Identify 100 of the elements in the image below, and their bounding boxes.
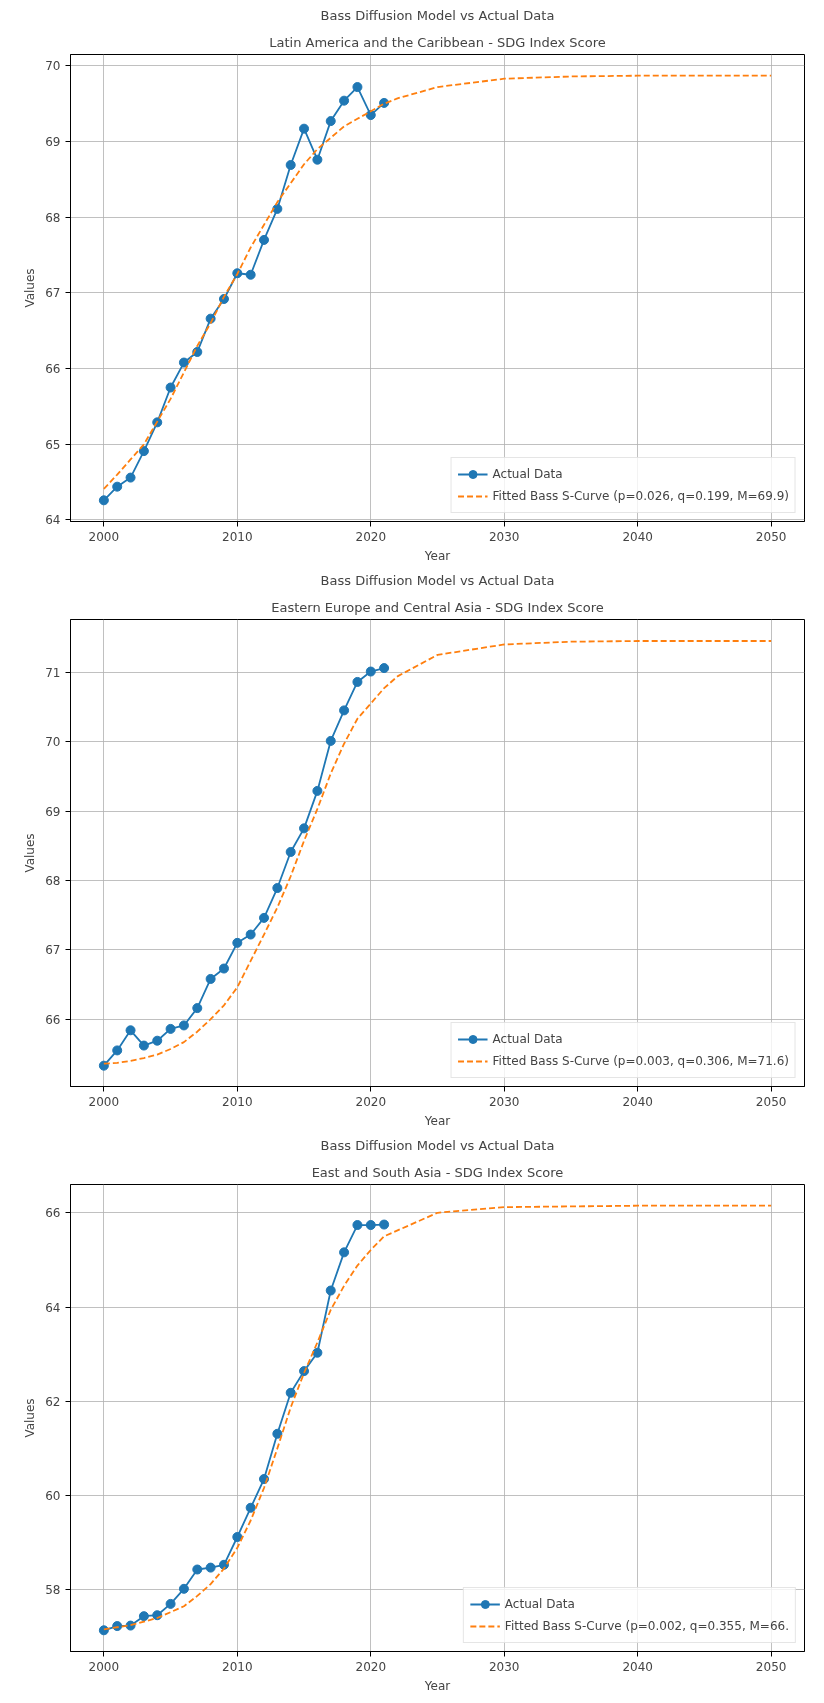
y-tick-label: 65	[45, 437, 61, 452]
point	[259, 912, 270, 923]
point	[125, 472, 136, 483]
y-tick-label: 70	[45, 735, 61, 750]
point	[379, 1219, 390, 1230]
x-tick-label: 2030	[488, 529, 520, 544]
chart-subtitle: East and South Asia - SDG Index Score	[311, 1164, 564, 1180]
point	[339, 705, 350, 716]
point	[152, 1035, 163, 1046]
point	[272, 883, 283, 894]
point	[138, 1040, 149, 1051]
point	[312, 1347, 323, 1358]
x-axis-title: Year	[423, 1113, 451, 1128]
legend-label: Fitted Bass S-Curve (p=0.026, q=0.199, M=69.9)	[492, 489, 789, 503]
legend-label: Fitted Bass S-Curve (p=0.002, q=0.355, M=66.	[504, 1619, 789, 1633]
legend-label: Actual Data	[492, 1032, 563, 1046]
point	[178, 1020, 189, 1031]
legend-label: Fitted Bass S-Curve (p=0.003, q=0.306, M=71.6)	[492, 1054, 789, 1068]
point	[285, 846, 296, 857]
x-tick-label: 2030	[488, 1659, 520, 1674]
y-tick-label: 68	[45, 210, 61, 225]
point	[165, 1023, 176, 1034]
point	[98, 495, 109, 506]
x-tick-label: 2010	[222, 1659, 253, 1674]
point	[285, 160, 296, 170]
y-tick-label: 71	[45, 665, 61, 680]
point	[325, 1285, 336, 1296]
point	[352, 1220, 363, 1231]
point	[178, 1583, 189, 1594]
y-tick-label: 62	[45, 1394, 61, 1409]
x-tick-label: 2050	[755, 1659, 787, 1674]
y-tick-label: 69	[45, 135, 61, 150]
point	[205, 1562, 216, 1573]
y-tick-label: 60	[45, 1489, 61, 1504]
x-tick-label: 2010	[222, 1094, 253, 1109]
y-tick-label: 66	[45, 1012, 61, 1027]
point	[98, 1060, 109, 1071]
y-tick-label: 67	[45, 943, 61, 958]
y-tick-label: 64	[45, 513, 61, 528]
point	[178, 357, 189, 368]
chart-subtitle: Latin America and the Caribbean - SDG Index Score	[269, 34, 606, 50]
point	[352, 676, 363, 687]
point	[165, 382, 176, 393]
chart-title: Bass Diffusion Model vs Actual Data	[320, 572, 555, 588]
y-tick-label: 66	[45, 362, 61, 377]
chart-subtitle: Eastern Europe and Central Asia - SDG Index Score	[271, 599, 604, 615]
point	[112, 1045, 123, 1056]
line-series	[102, 74, 773, 490]
x-axis-title: Year	[423, 1678, 451, 1693]
point	[245, 269, 256, 280]
point	[112, 481, 123, 492]
y-tick-label: 58	[45, 1583, 61, 1598]
legend-label: Actual Data	[504, 1597, 575, 1611]
point	[232, 937, 243, 948]
x-tick-label: 2040	[622, 529, 653, 544]
point	[245, 929, 256, 940]
point	[138, 446, 149, 457]
x-tick-label: 2020	[355, 529, 387, 544]
x-tick-label: 2000	[88, 529, 120, 544]
point	[272, 203, 283, 214]
x-axis-title: Year	[423, 548, 451, 563]
legend-label: Actual Data	[492, 467, 563, 481]
point	[232, 1532, 243, 1542]
x-tick-label: 2020	[355, 1094, 387, 1109]
y-tick-label: 64	[45, 1300, 61, 1315]
x-tick-label: 2050	[755, 529, 787, 544]
point	[272, 1428, 283, 1439]
point	[299, 123, 310, 134]
x-tick-label: 2040	[622, 1094, 653, 1109]
point	[365, 1220, 376, 1231]
point	[365, 666, 376, 677]
point	[125, 1025, 136, 1036]
point	[285, 1387, 296, 1398]
point	[379, 663, 390, 674]
point	[259, 234, 270, 245]
point	[245, 1502, 256, 1513]
point	[218, 963, 229, 974]
y-tick-label: 68	[45, 873, 61, 888]
y-axis-title: Values	[23, 268, 38, 308]
point	[325, 116, 336, 127]
x-tick-label: 2000	[88, 1094, 120, 1109]
point	[339, 95, 350, 106]
point	[312, 785, 323, 796]
x-tick-label: 2020	[355, 1659, 387, 1674]
x-tick-label: 2040	[622, 1659, 653, 1674]
x-tick-label: 2000	[88, 1659, 120, 1674]
y-tick-label: 70	[45, 59, 61, 74]
y-tick-label: 66	[45, 1206, 61, 1221]
point	[192, 1564, 203, 1575]
point	[365, 110, 376, 121]
point	[138, 1611, 149, 1622]
point	[339, 1247, 350, 1258]
x-tick-label: 2030	[488, 1094, 520, 1109]
point	[299, 823, 310, 834]
chart-title: Bass Diffusion Model vs Actual Data	[320, 1137, 555, 1153]
y-tick-label: 69	[45, 804, 61, 819]
y-axis-title: Values	[23, 833, 38, 873]
point	[325, 735, 336, 746]
chart-title: Bass Diffusion Model vs Actual Data	[320, 7, 555, 23]
y-tick-label: 67	[45, 286, 61, 301]
